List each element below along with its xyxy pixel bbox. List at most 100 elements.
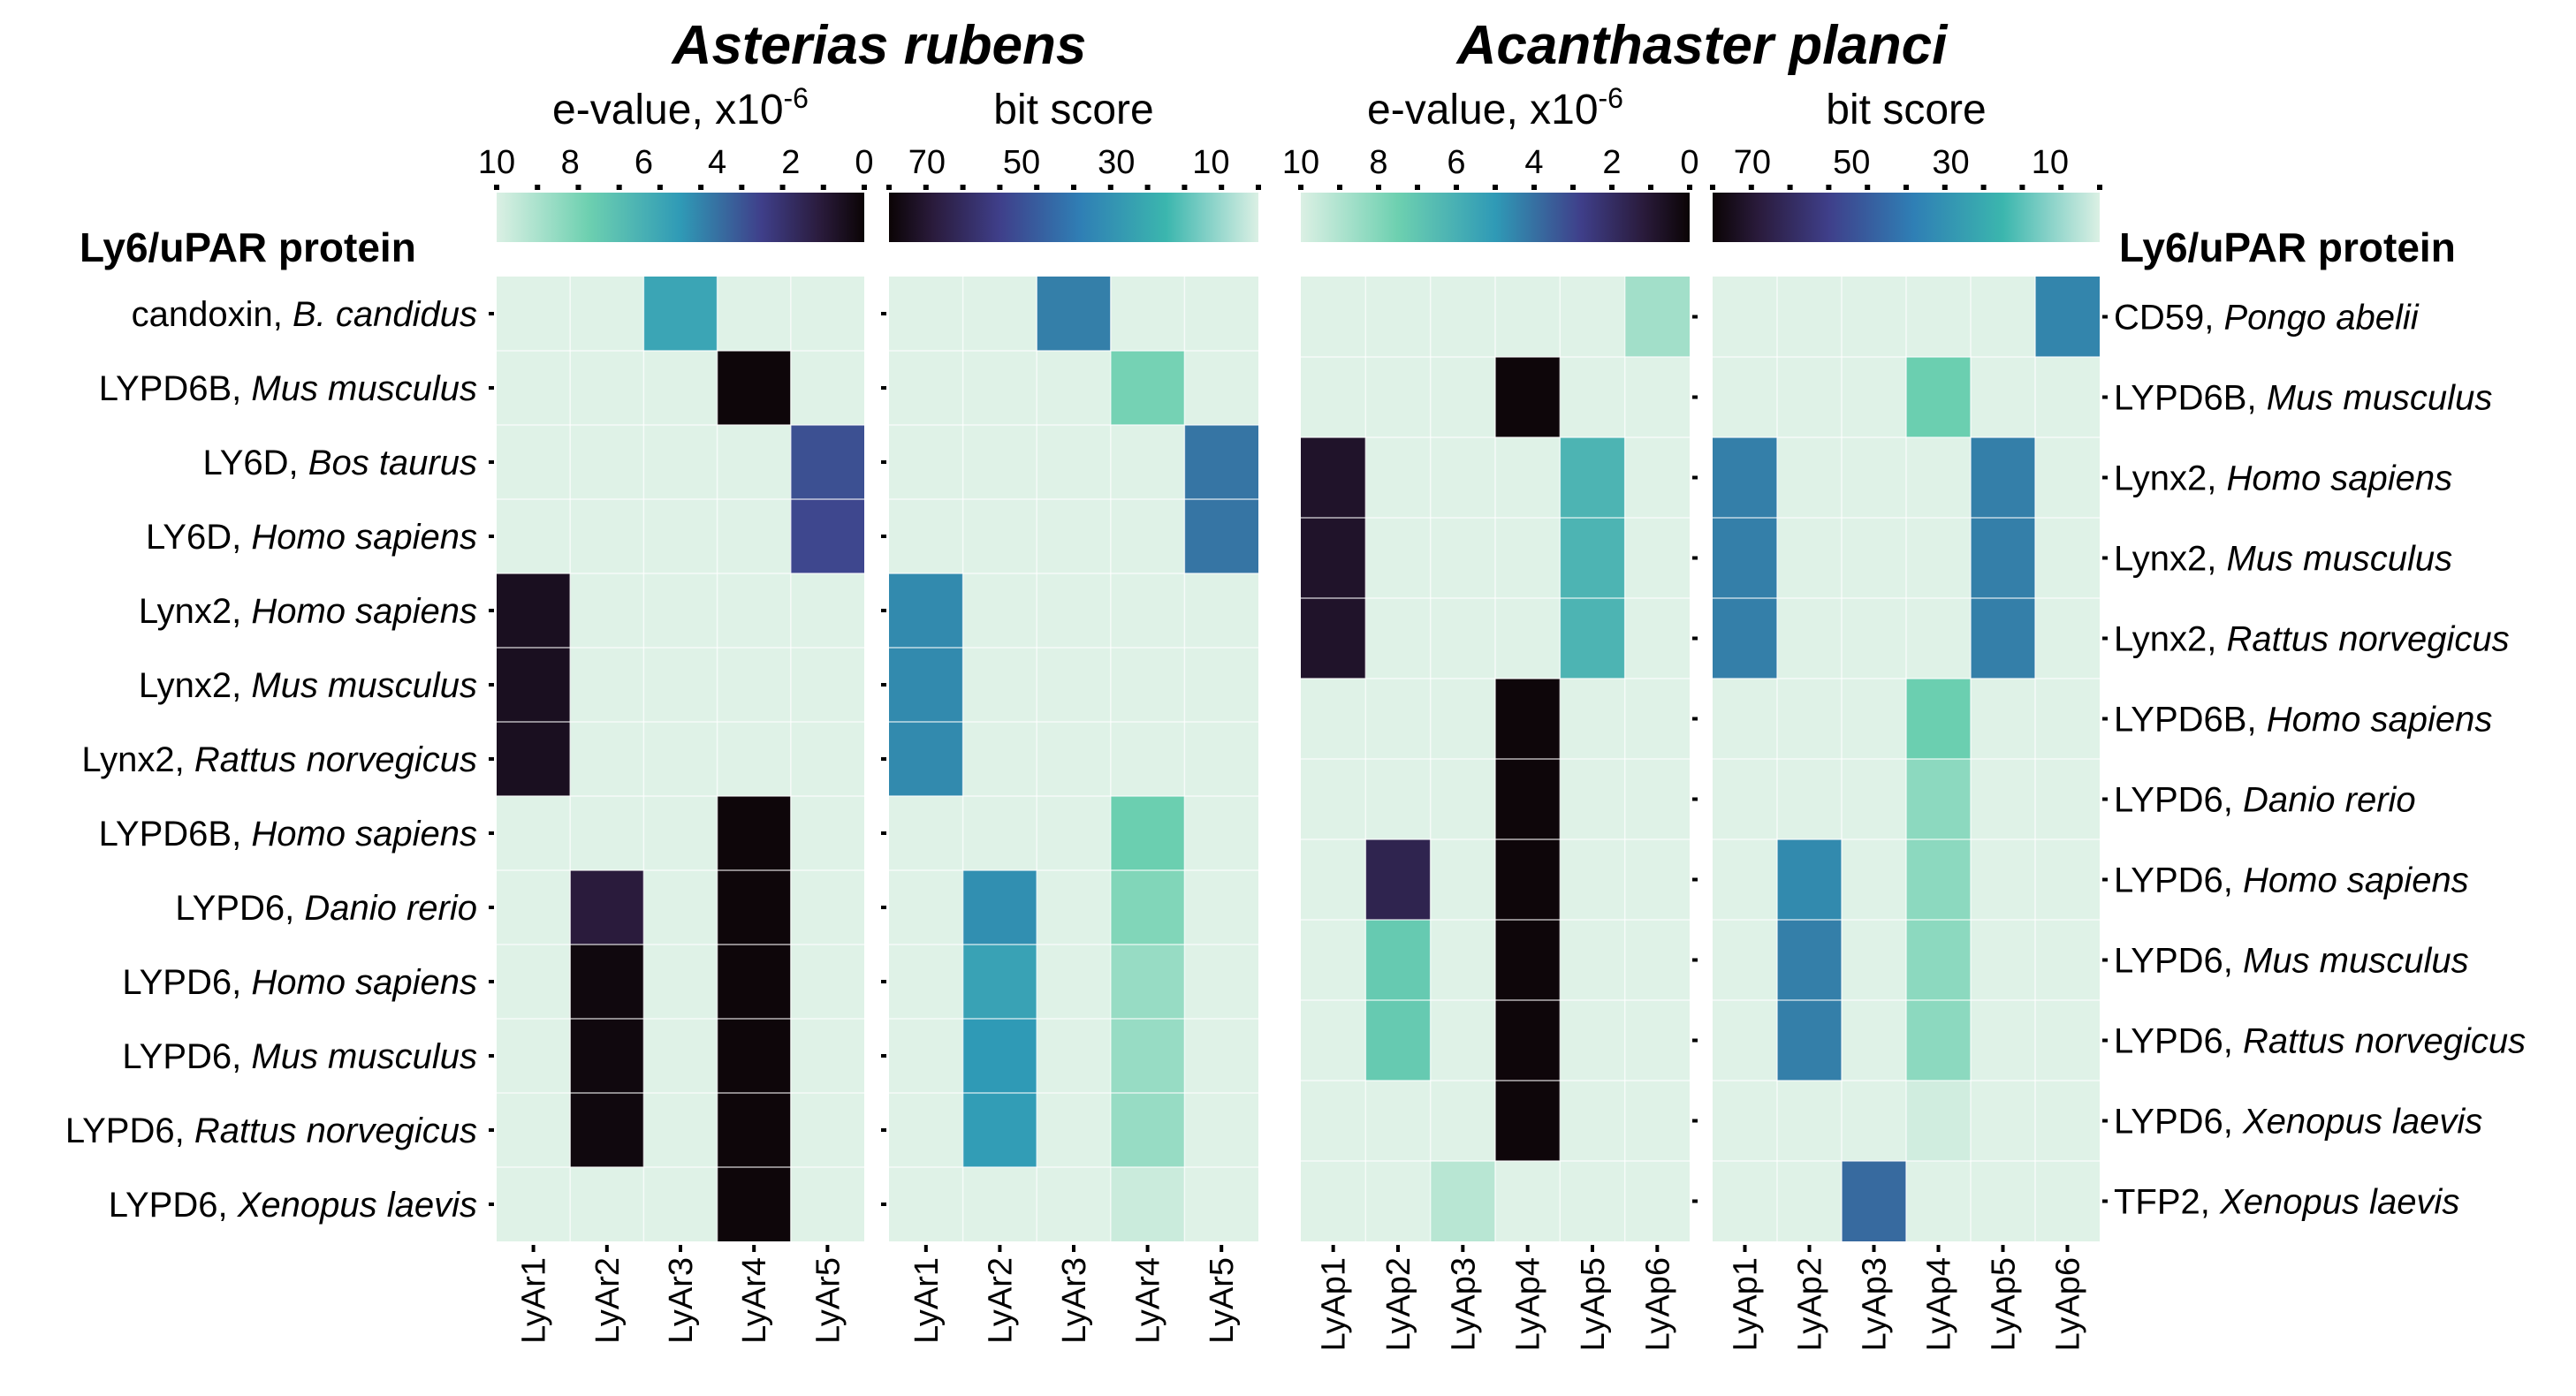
row-tick (1692, 717, 1698, 721)
species-name: Homo sapiens (2243, 861, 2469, 900)
colorbar-tick (1826, 185, 1832, 190)
colorbar-tick (1256, 185, 1261, 190)
panel-title: Asterias rubens (671, 15, 1087, 76)
heatmap-cell (1624, 277, 1690, 357)
species-name: Xenopus laevis (2219, 1183, 2459, 1222)
column-label: LyAr5 (809, 1257, 847, 1344)
species-name: Xenopus laevis (2242, 1103, 2482, 1142)
colorbar-tick (1219, 185, 1225, 190)
colorbar-tick (820, 185, 826, 190)
heatmap-cell (1777, 1000, 1842, 1081)
row-label: Lynx2, Homo sapiens (2114, 459, 2452, 498)
colorbar-tick (1454, 185, 1459, 190)
protein-name: Lynx2, (139, 666, 251, 705)
colorbar-tick (535, 185, 541, 190)
column-label: LyAp2 (1380, 1257, 1417, 1351)
species-name: Rattus norvegicus (194, 1111, 477, 1150)
heatmap-cell (717, 351, 791, 425)
column-label: LyAp2 (1792, 1257, 1829, 1351)
column-tick (1743, 1245, 1747, 1252)
row-tick (2102, 797, 2108, 801)
protein-name: LYPD6B, (99, 815, 252, 854)
evalue-tick-label: 6 (1447, 144, 1465, 181)
heatmap-cell (1110, 1167, 1185, 1241)
row-tick (1692, 636, 1698, 641)
row-tick (489, 535, 494, 538)
row-tick (489, 1054, 494, 1058)
row-tick (2102, 1119, 2108, 1123)
colorbar-tick (1182, 185, 1188, 190)
heatmap-cell (1495, 839, 1561, 920)
protein-name: LYPD6, (2114, 942, 2243, 981)
row-tick (881, 683, 886, 687)
species-name: Pongo abelii (2224, 299, 2420, 338)
exponent: -6 (1599, 82, 1623, 114)
row-tick (881, 386, 886, 390)
heatmap-cell (1495, 920, 1561, 1000)
evalue-tick-label: 0 (855, 144, 873, 181)
colorbar-tick (997, 185, 1003, 190)
column-label: LyAr3 (1056, 1257, 1093, 1344)
column-label: LyAr4 (736, 1257, 773, 1344)
evalue-tick-label: 8 (1369, 144, 1387, 181)
evalue-tick-label: 4 (1524, 144, 1543, 181)
row-tick (1692, 1199, 1698, 1203)
column-tick (1220, 1245, 1224, 1252)
heatmap-cell (889, 648, 963, 722)
colorbar-tick (1865, 185, 1871, 190)
column-tick (1072, 1245, 1075, 1252)
row-tick (489, 980, 494, 983)
colorbar-tick (1570, 185, 1576, 190)
row-tick (1692, 797, 1698, 801)
colorbar-tick (960, 185, 966, 190)
heatmap-cell (1184, 499, 1258, 573)
bitscore-tick-label: 10 (2032, 144, 2069, 181)
colorbar-tick (1609, 185, 1615, 190)
row-tick (881, 535, 886, 538)
row-tick (881, 609, 886, 612)
row-tick (881, 1128, 886, 1132)
colorbar-tick (1337, 185, 1342, 190)
species-name: Rattus norvegicus (2226, 620, 2509, 659)
column-label: LyAp3 (1445, 1257, 1482, 1351)
row-tick (489, 683, 494, 687)
evalue-tick-label: 2 (1602, 144, 1621, 181)
column-tick (1807, 1245, 1812, 1252)
evalue-colorbar (1301, 193, 1690, 242)
heatmap-cell (1842, 1161, 1906, 1241)
column-tick (1655, 1245, 1660, 1252)
row-tick (2102, 877, 2108, 882)
row-tick (2102, 315, 2108, 319)
column-tick (1145, 1245, 1150, 1252)
protein-name: LYPD6B, (2114, 701, 2267, 740)
protein-name: LYPD6, (122, 963, 251, 1002)
heatmap-cell (717, 1019, 791, 1093)
evalue-tick-label: 8 (561, 144, 580, 181)
colorbar-tick (1107, 185, 1113, 190)
heatmap-cell (497, 573, 571, 648)
heatmap-cell (570, 1093, 644, 1167)
heatmap-cell (889, 573, 963, 648)
row-label: LYPD6B, Mus musculus (2114, 379, 2492, 418)
row-tick (2102, 636, 2108, 641)
row-tick (881, 980, 886, 983)
colorbar-tick (1144, 185, 1151, 190)
heatmap-cell (962, 945, 1037, 1019)
colorbar-tick (779, 185, 786, 190)
heatmap-cell (790, 425, 864, 499)
row-tick (2102, 395, 2108, 399)
species-name: Mus musculus (2226, 540, 2452, 579)
panel-0: Asterias rubens e-value, x10-6 10 8 6 4 2 0 bit … (65, 15, 1261, 1344)
heatmap-cell (1906, 920, 1971, 1000)
row-label: LYPD6, Xenopus laevis (109, 1186, 477, 1225)
heatmap-cell (962, 870, 1037, 945)
column-tick (2065, 1245, 2070, 1252)
species-name: Homo sapiens (2267, 701, 2493, 740)
species-name: Homo sapiens (251, 815, 477, 854)
colorbar-tick (2058, 185, 2064, 190)
row-label: LYPD6B, Homo sapiens (2114, 701, 2492, 740)
row-tick (881, 1054, 886, 1058)
column-label: LyAr2 (589, 1257, 627, 1344)
row-label: LYPD6, Rattus norvegicus (65, 1111, 477, 1150)
